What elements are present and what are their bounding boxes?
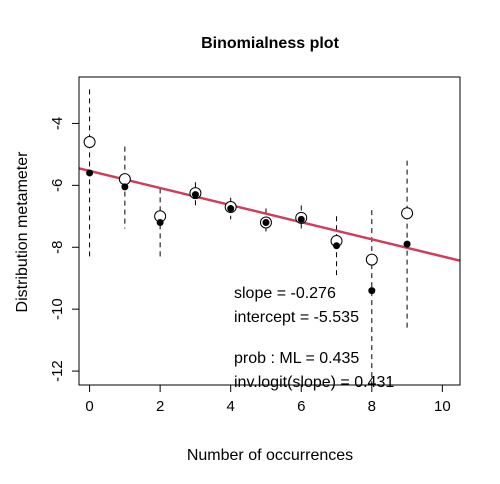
x-tick-label: 8 [368, 398, 376, 415]
fit-line [79, 167, 460, 262]
x-tick-label: 6 [297, 398, 305, 415]
y-tick-label: -12 [49, 360, 66, 382]
x-tick-label: 10 [434, 398, 451, 415]
inv-logit-annotation: inv.logit(slope) = 0.431 [234, 374, 394, 391]
filled-dot-point [333, 242, 341, 250]
x-tick-label: 0 [85, 398, 93, 415]
axes: 0 2 4 6 8 10 -12 -10 -8 -6 -4 [49, 76, 461, 415]
filled-dot-point [262, 218, 270, 226]
filled-dot-point [368, 287, 376, 295]
y-axis-label: Distribution metameter [14, 151, 31, 313]
annotations: slope = -0.276 intercept = -5.535 prob :… [234, 285, 394, 391]
filled-dot-point [403, 240, 411, 248]
y-tick-label: -4 [49, 117, 66, 130]
plot-area [79, 89, 460, 385]
y-tick-label: -8 [49, 241, 66, 254]
y-tick-label: -10 [49, 298, 66, 320]
plot-frame [78, 76, 461, 386]
filled-dot-point [297, 215, 305, 223]
x-tick-label: 4 [227, 398, 235, 415]
open-circle-point [118, 173, 131, 186]
open-circle-point [365, 253, 378, 266]
chart-title: Binomialness plot [201, 35, 339, 52]
filled-dot-point [227, 205, 235, 213]
slope-annotation: slope = -0.276 [234, 285, 336, 302]
intercept-annotation: intercept = -5.535 [234, 309, 359, 326]
x-axis-label: Number of occurrences [187, 447, 353, 464]
open-circle-point [401, 207, 414, 220]
x-tick-label: 2 [156, 398, 164, 415]
prob-annotation: prob : ML = 0.435 [234, 350, 359, 367]
open-circle-point [83, 136, 96, 149]
y-tick-label: -6 [49, 179, 66, 192]
filled-dot-point [191, 191, 199, 199]
filled-dot-point [156, 218, 164, 226]
filled-dot-point [121, 183, 129, 191]
filled-dot-point [86, 169, 94, 177]
